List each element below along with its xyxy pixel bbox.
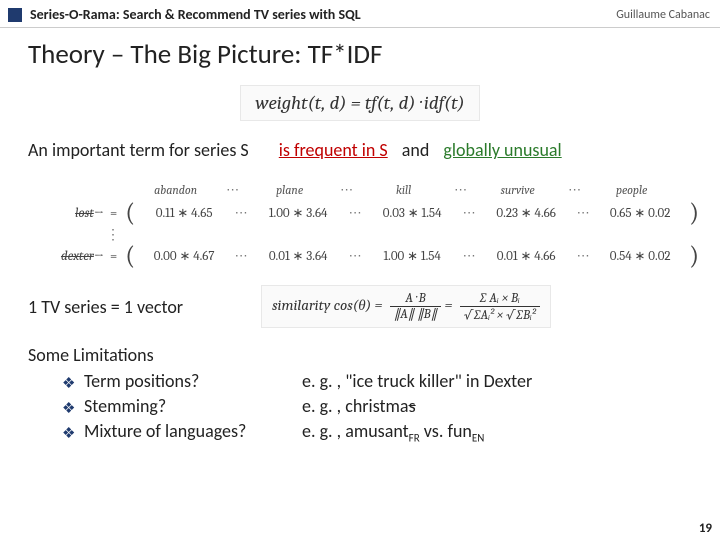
- term-head: plane: [243, 183, 337, 197]
- matrix-cell: 0.11 ∗ 4.65: [137, 206, 231, 221]
- header-bullet: [8, 8, 22, 22]
- limitation-row: ❖ Term positions? e. g. , "ice truck kil…: [62, 370, 720, 392]
- matrix-cell: 0.54 ∗ 0.02: [593, 249, 687, 264]
- sim-sum-den: √∑Aᵢ² × √∑Bᵢ²: [460, 307, 540, 323]
- row-label: lost: [75, 206, 94, 221]
- similarity-formula: similarity cos(θ) = A · B ∥A∥ ∥B∥ = ∑ Aᵢ…: [261, 285, 551, 328]
- term-head: survive: [471, 183, 565, 197]
- limitation-example: e. g. , amusantFR vs. funEN: [302, 420, 484, 445]
- matrix-cell: 0.03 ∗ 1.54: [365, 206, 459, 221]
- matrix-vdots: ⋮: [92, 226, 720, 243]
- key-global: globally unusual: [443, 139, 561, 161]
- matrix-cell: 0.01 ∗ 4.66: [479, 249, 573, 264]
- vector-label: 1 TV series = 1 vector: [28, 296, 183, 318]
- vector-row: 1 TV series = 1 vector similarity cos(θ)…: [0, 277, 720, 340]
- matrix-cell: 0.01 ∗ 3.64: [251, 249, 345, 264]
- limitation-example: e. g. , "ice truck killer" in Dexter: [302, 370, 532, 392]
- matrix-cell: 0.00 ∗ 4.67: [137, 249, 231, 264]
- key-important: An important term for series S: [28, 139, 249, 161]
- main-title: Theory – The Big Picture: TF*IDF: [0, 28, 720, 79]
- key-and: and: [392, 139, 440, 161]
- limitation-row: ❖ Stemming? e. g. , christmas: [62, 395, 720, 417]
- sim-sum-num: ∑ Aᵢ × Bᵢ: [460, 290, 540, 307]
- term-head: people: [585, 183, 679, 197]
- limitation-question: Stemming?: [84, 395, 302, 417]
- header-author: Guillaume Cabanac: [616, 8, 710, 22]
- matrix-cell: 1.00 ∗ 3.64: [251, 206, 345, 221]
- bullet-icon: ❖: [62, 399, 84, 417]
- matrix-header-row: abandon⋯ plane⋯ kill⋯ survive⋯ people: [48, 180, 720, 200]
- limitations-block: Some Limitations ❖ Term positions? e. g.…: [0, 340, 720, 445]
- matrix-cell: 1.00 ∗ 1.54: [365, 249, 459, 264]
- key-sentence: An important term for series S is freque…: [0, 135, 720, 173]
- sim-den: ∥A∥ ∥B∥: [390, 307, 441, 322]
- limitation-example: e. g. , christmas: [302, 395, 416, 417]
- limitation-question: Term positions?: [84, 370, 302, 392]
- matrix-row: dexter→ =( 0.00 ∗ 4.67⋯ 0.01 ∗ 3.64⋯ 1.0…: [48, 246, 720, 266]
- matrix-row: lost→ =( 0.11 ∗ 4.65⋯ 1.00 ∗ 3.64⋯ 0.03 …: [48, 203, 720, 223]
- tfidf-matrix: abandon⋯ plane⋯ kill⋯ survive⋯ people lo…: [0, 173, 720, 277]
- matrix-cell: 0.23 ∗ 4.66: [479, 206, 573, 221]
- row-label: dexter: [61, 249, 94, 264]
- limitation-question: Mixture of languages?: [84, 420, 302, 442]
- limitations-title: Some Limitations: [28, 344, 720, 366]
- term-head: kill: [357, 183, 451, 197]
- sim-prefix: similarity cos(θ) =: [272, 296, 382, 314]
- weight-formula-block: weight(t, d) = tf(t, d) · idf(t): [0, 79, 720, 135]
- key-frequent: is frequent in S: [279, 139, 388, 161]
- weight-formula: weight(t, d) = tf(t, d) · idf(t): [240, 85, 479, 121]
- matrix-cell: 0.65 ∗ 0.02: [593, 206, 687, 221]
- limitation-row: ❖ Mixture of languages? e. g. , amusantF…: [62, 420, 720, 445]
- term-head: abandon: [129, 183, 223, 197]
- sim-num: A · B: [390, 291, 441, 307]
- page-number: 19: [699, 521, 712, 536]
- bullet-icon: ❖: [62, 374, 84, 392]
- header-title: Series-O-Rama: Search & Recommend TV ser…: [30, 6, 616, 23]
- bullet-icon: ❖: [62, 424, 84, 442]
- slide-header: Series-O-Rama: Search & Recommend TV ser…: [0, 0, 720, 28]
